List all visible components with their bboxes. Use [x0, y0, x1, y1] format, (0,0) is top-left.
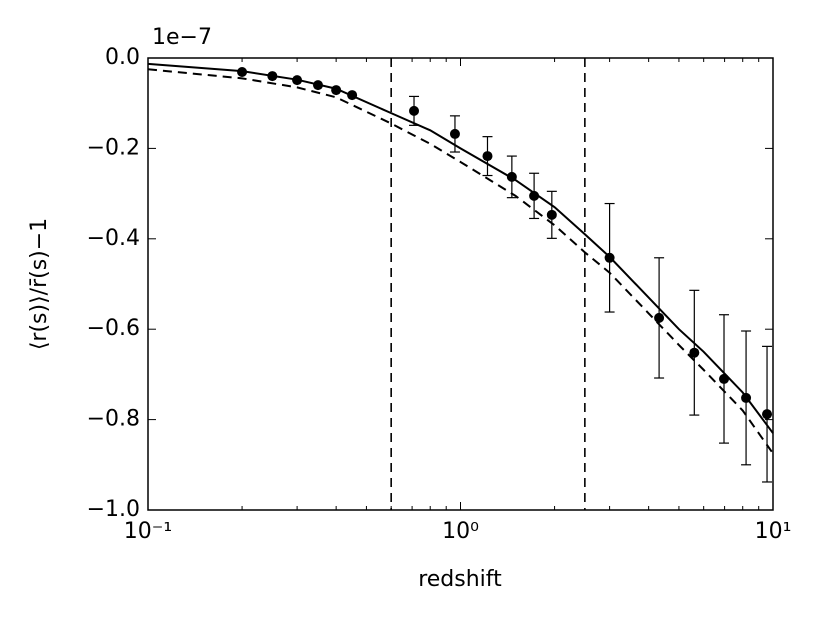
- point: [719, 373, 730, 384]
- point: [237, 67, 248, 78]
- x-tick-label: 10⁰: [442, 519, 479, 544]
- point: [347, 90, 358, 101]
- point: [741, 392, 752, 403]
- curve: [147, 68, 774, 455]
- y-tick-label: −1.0: [87, 497, 140, 522]
- offset-label: 1e−7: [152, 25, 212, 50]
- y-tick-label: −0.2: [87, 135, 140, 160]
- y-axis-label: ⟨r(s)⟩/r̄(s)−1: [27, 218, 52, 350]
- point: [482, 151, 493, 162]
- y-tick-label: −0.4: [87, 226, 140, 251]
- point: [292, 75, 303, 86]
- point: [604, 252, 615, 263]
- x-tick-label: 10⁻¹: [124, 519, 172, 544]
- point: [313, 80, 324, 91]
- point: [267, 71, 278, 82]
- point: [762, 409, 773, 420]
- point: [409, 105, 420, 116]
- point: [689, 347, 700, 358]
- point: [654, 312, 665, 323]
- y-tick-label: −0.6: [87, 316, 140, 341]
- x-tick-label: 10¹: [755, 519, 792, 544]
- point: [449, 128, 460, 139]
- point: [506, 171, 517, 182]
- point: [331, 85, 342, 96]
- point: [529, 190, 540, 201]
- x-axis-label: redshift: [418, 567, 502, 592]
- y-tick-label: −0.8: [87, 407, 140, 432]
- plot-frame: [147, 57, 774, 511]
- point: [546, 209, 557, 220]
- y-tick-label: 0.0: [105, 45, 140, 70]
